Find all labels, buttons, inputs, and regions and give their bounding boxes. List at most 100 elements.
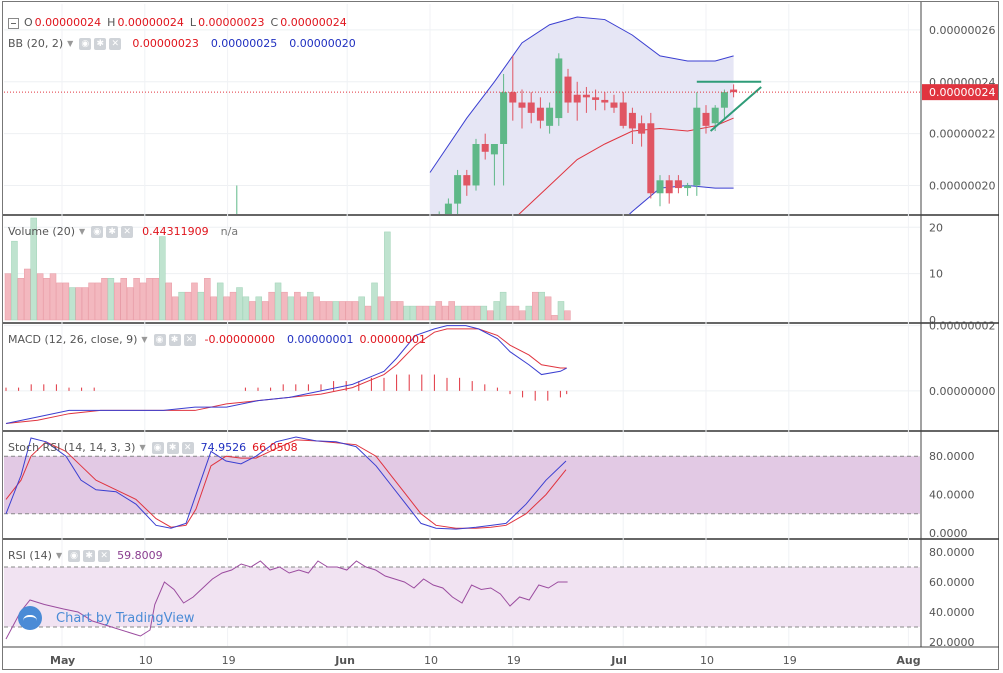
- volume-bar: [525, 305, 533, 321]
- low-value: 0.00000023: [198, 16, 265, 29]
- macd-line: [5, 325, 567, 424]
- chevron-down-icon[interactable]: ▼: [67, 39, 74, 48]
- volume-bar: [4, 273, 12, 321]
- volume-bar: [519, 310, 526, 321]
- volume-bar: [146, 278, 153, 321]
- gear-icon[interactable]: ✱: [166, 442, 179, 454]
- volume-bar: [242, 296, 250, 321]
- volume-bar: [171, 296, 179, 321]
- price-axis-tick: 0.00000020: [929, 179, 995, 192]
- eye-icon[interactable]: ◉: [79, 38, 92, 50]
- volume-bar: [422, 305, 430, 321]
- close-icon[interactable]: ✕: [121, 226, 134, 238]
- eye-icon[interactable]: ◉: [151, 442, 164, 454]
- last-price-tag-label: 0.00000024: [929, 86, 995, 99]
- candle-body: [711, 107, 719, 124]
- chevron-down-icon[interactable]: ▼: [55, 551, 63, 560]
- last-price-tag: [922, 84, 998, 101]
- chevron-down-icon[interactable]: ▼: [139, 443, 146, 452]
- stoch-band-fill: [4, 456, 920, 514]
- stoch-axis-tick: 80.0000: [929, 450, 975, 463]
- chevron-down-icon[interactable]: ▼: [141, 335, 148, 344]
- close-value: 0.00000024: [280, 16, 347, 29]
- volume-bar: [210, 296, 218, 321]
- volume-bar: [17, 278, 25, 321]
- volume-bar: [351, 301, 359, 321]
- volume-bar: [274, 282, 282, 321]
- volume-bar: [544, 296, 552, 321]
- collapse-toggle-icon[interactable]: [8, 17, 19, 29]
- gear-icon[interactable]: ✱: [106, 226, 119, 238]
- candle-body: [730, 89, 738, 93]
- triangle-support-line: [709, 86, 762, 132]
- volume-bar: [499, 291, 507, 321]
- volume-bar: [133, 278, 140, 321]
- price-layer: [236, 16, 762, 214]
- volume-bar: [403, 305, 410, 321]
- candle-body: [582, 94, 590, 98]
- candle-body: [610, 102, 618, 108]
- candle-body: [684, 185, 692, 189]
- volume-bar: [564, 310, 571, 321]
- volume-value: 0.44311909: [142, 225, 209, 238]
- volume-bar: [126, 287, 134, 321]
- volume-bar: [159, 236, 166, 321]
- close-icon[interactable]: ✕: [109, 38, 122, 50]
- volume-bar: [551, 315, 558, 321]
- candle-body: [592, 97, 600, 100]
- stoch-title: Stoch RSI (14, 14, 3, 3): [8, 441, 136, 454]
- candle-body: [720, 92, 728, 108]
- volume-bar: [506, 305, 513, 321]
- volume-bar: [178, 291, 185, 321]
- candle-body: [555, 58, 563, 119]
- volume-bar: [223, 296, 230, 321]
- volume-bar: [332, 301, 340, 321]
- gear-icon[interactable]: ✱: [168, 334, 181, 346]
- bollinger-upper-line: [429, 16, 734, 173]
- stoch-k-line: [5, 436, 567, 530]
- eye-icon[interactable]: ◉: [153, 334, 166, 346]
- bollinger-basis-line: [518, 117, 734, 214]
- macd-title: MACD (12, 26, close, 9): [8, 333, 138, 346]
- bb-basis-value: 0.00000023: [132, 37, 199, 50]
- volume-bar: [358, 296, 365, 321]
- stoch-k-value: 74.9526: [200, 441, 247, 454]
- close-icon[interactable]: ✕: [98, 550, 111, 562]
- candle-body: [509, 92, 517, 103]
- volume-bar: [229, 291, 237, 321]
- rsi-axis-tick: 60.0000: [929, 576, 975, 589]
- volume-bar: [435, 301, 443, 321]
- rsi-title: RSI (14): [8, 549, 52, 562]
- gear-icon[interactable]: ✱: [83, 550, 96, 562]
- volume-bar: [204, 278, 211, 321]
- volume-bar: [345, 301, 353, 321]
- tradingview-watermark[interactable]: Chart by TradingView: [18, 606, 194, 630]
- volume-axis-tick: 20: [929, 221, 943, 234]
- eye-icon[interactable]: ◉: [68, 550, 81, 562]
- volume-bar: [409, 305, 417, 321]
- volume-bar: [480, 305, 488, 321]
- candle-body: [693, 107, 701, 186]
- volume-bar: [557, 301, 565, 321]
- volume-bar: [319, 301, 327, 321]
- volume-bar: [69, 287, 76, 321]
- candle-body: [674, 180, 682, 189]
- watermark-text: Chart by TradingView: [56, 610, 195, 626]
- volume-bar: [56, 282, 63, 321]
- close-icon[interactable]: ✕: [183, 334, 196, 346]
- volume-bar: [416, 305, 423, 321]
- gear-icon[interactable]: ✱: [94, 38, 107, 50]
- close-icon[interactable]: ✕: [181, 442, 194, 454]
- volume-bar: [62, 282, 70, 321]
- volume-bar: [165, 282, 172, 321]
- volume-bar: [474, 305, 481, 321]
- rsi-band-fill: [4, 567, 920, 627]
- chevron-down-icon[interactable]: ▼: [79, 227, 86, 236]
- eye-icon[interactable]: ◉: [91, 226, 104, 238]
- stoch-axis-tick: 0.0000: [929, 527, 968, 540]
- time-axis-tick: 10: [139, 654, 153, 667]
- candle-body: [444, 203, 452, 214]
- rsi-line: [5, 560, 568, 640]
- ohlc-legend: O 0.00000024 H 0.00000024 L 0.00000023 C…: [8, 16, 347, 30]
